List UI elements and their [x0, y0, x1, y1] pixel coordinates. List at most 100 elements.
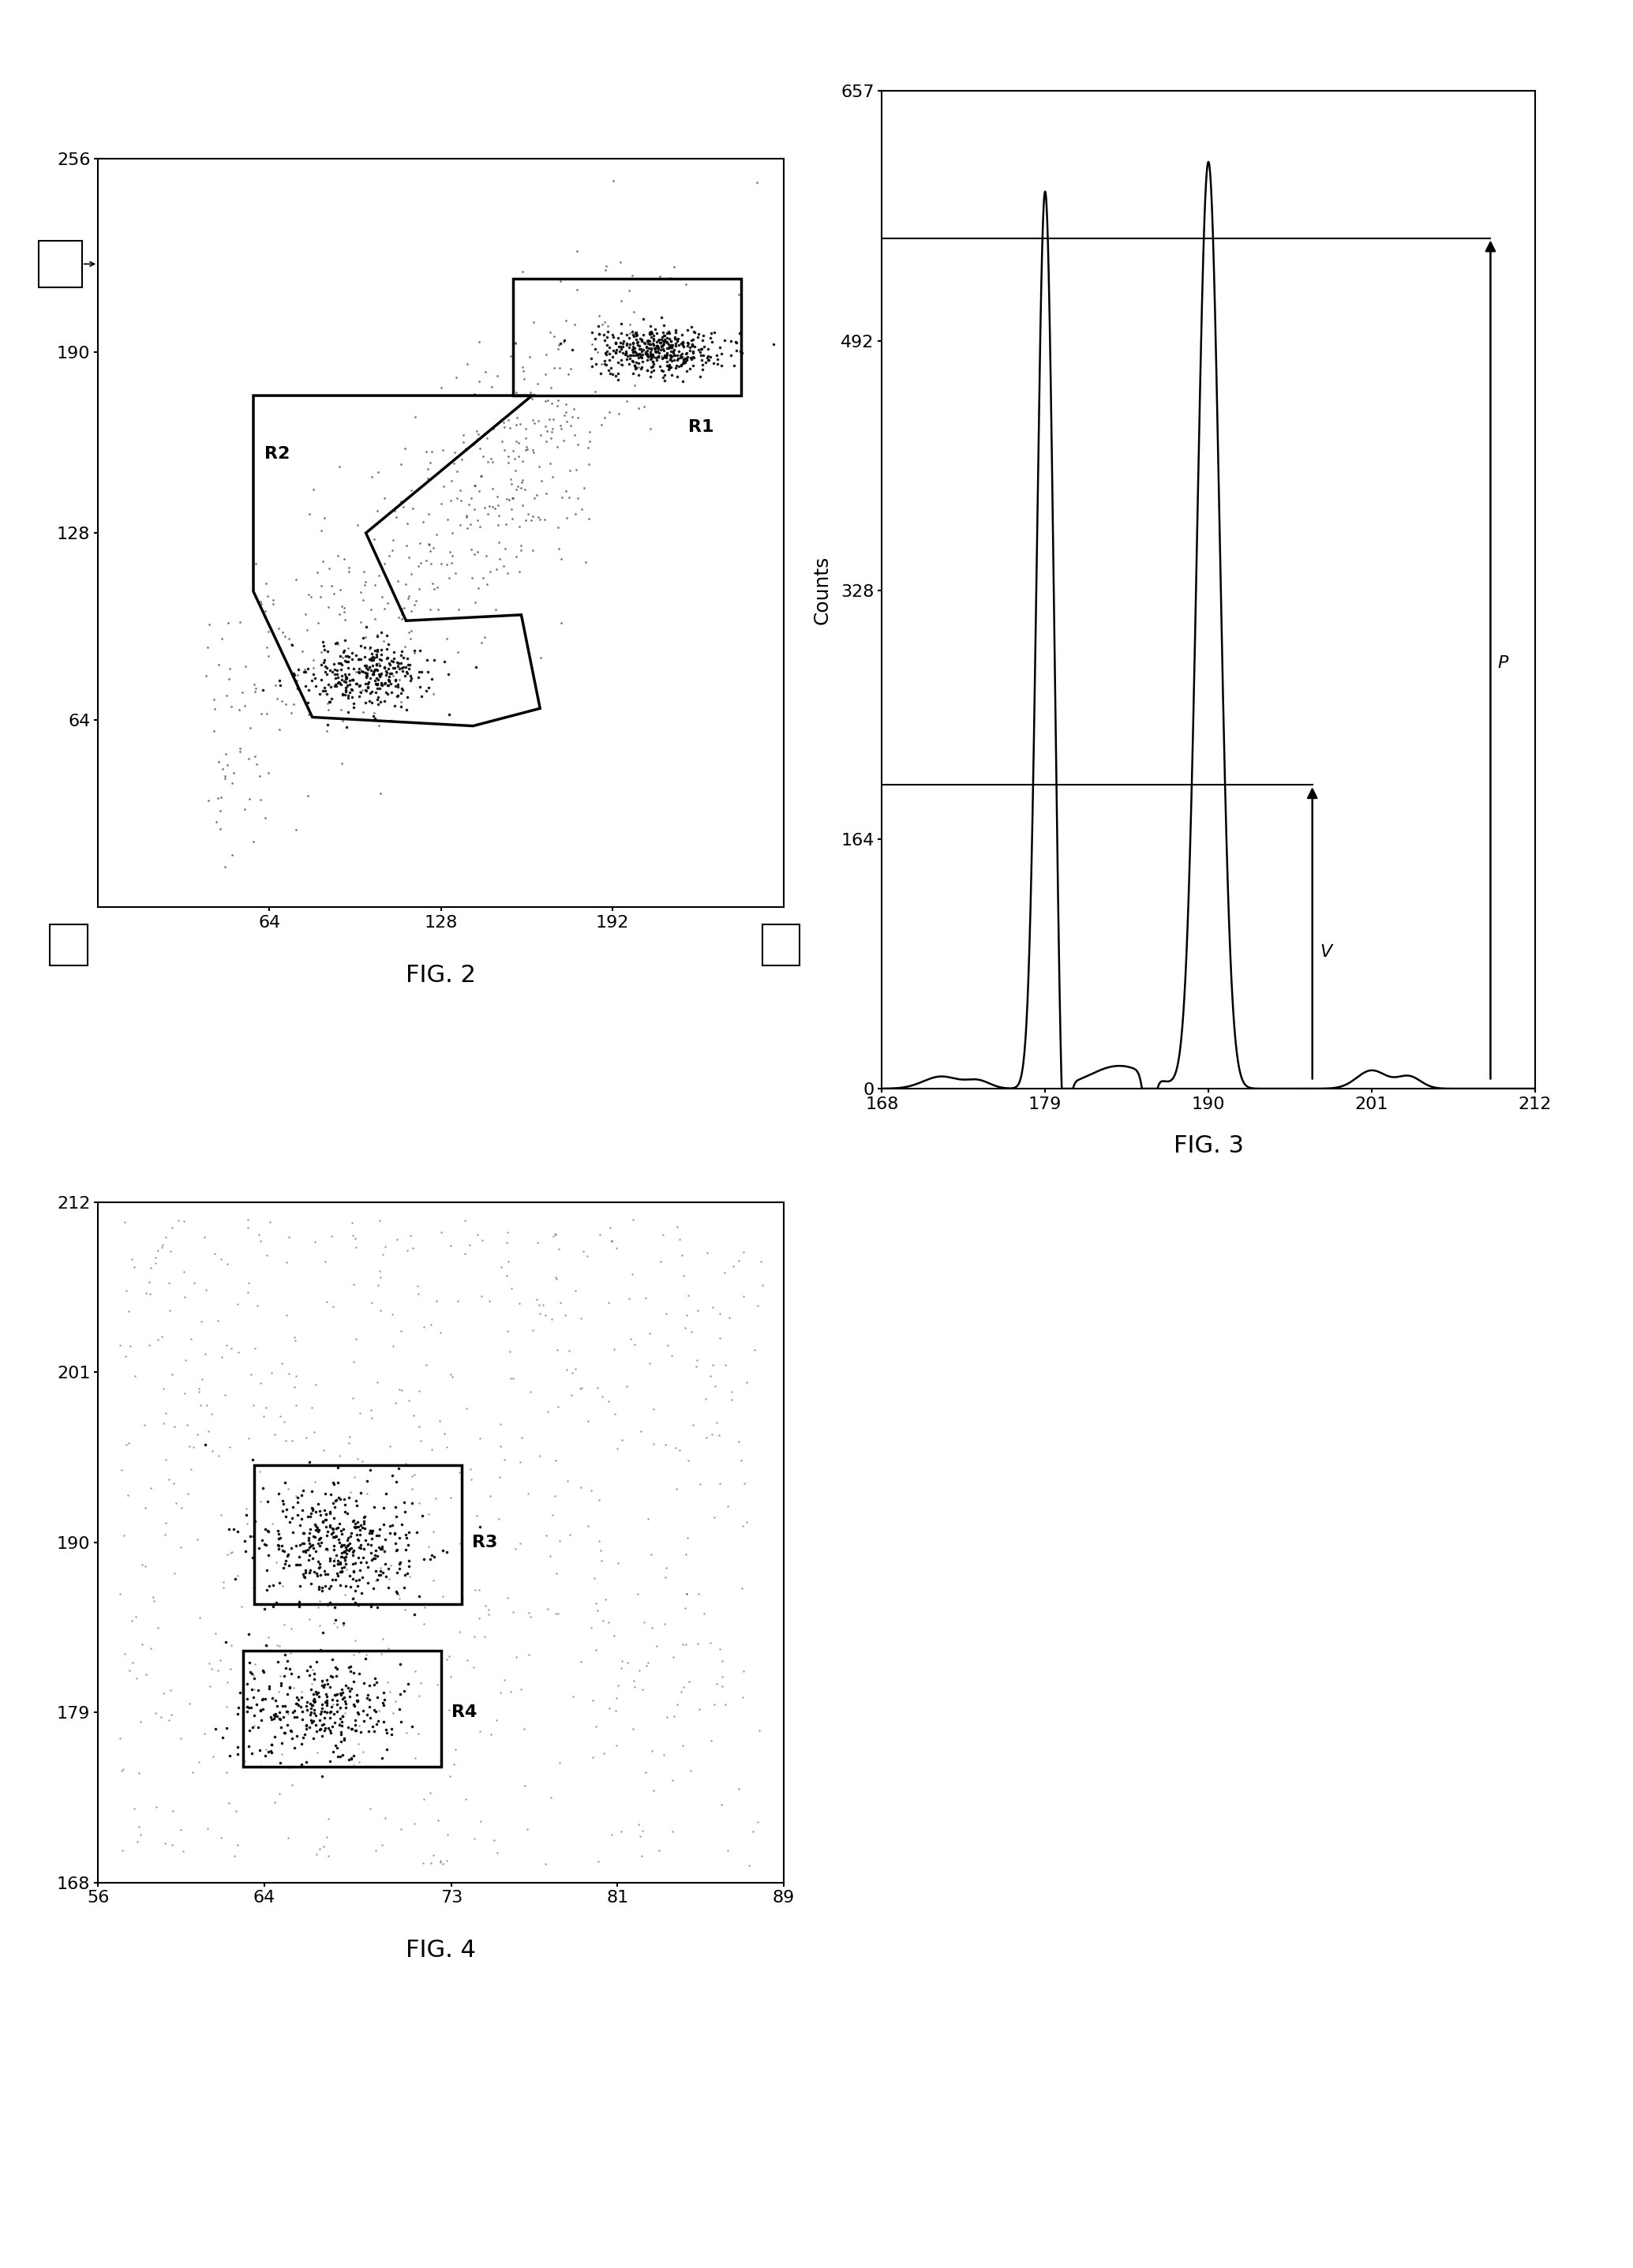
Point — [322, 1728, 348, 1765]
Point — [346, 1560, 372, 1597]
Point — [227, 1674, 253, 1710]
Point — [266, 1776, 292, 1812]
Point — [367, 1259, 394, 1295]
Point — [389, 637, 415, 674]
Point — [207, 1642, 234, 1678]
Point — [335, 680, 361, 717]
Point — [578, 349, 604, 386]
Point — [400, 1397, 426, 1433]
Point — [325, 1522, 351, 1558]
Point — [606, 356, 632, 392]
Point — [194, 1388, 220, 1424]
Point — [307, 1583, 333, 1619]
Point — [516, 1637, 542, 1674]
Point — [349, 619, 376, 655]
Point — [591, 304, 617, 340]
Point — [629, 1837, 655, 1873]
Point — [242, 1699, 268, 1735]
Point — [379, 655, 405, 692]
Point — [371, 665, 397, 701]
Point — [487, 1501, 513, 1538]
Point — [436, 1692, 462, 1728]
Point — [294, 1683, 320, 1719]
Point — [232, 1533, 258, 1569]
Point — [513, 420, 539, 456]
Point — [348, 1545, 374, 1581]
Point — [583, 331, 609, 367]
Point — [394, 1556, 420, 1592]
Point — [216, 606, 242, 642]
Point — [291, 1556, 317, 1592]
Point — [645, 338, 671, 374]
Point — [601, 320, 627, 356]
Point — [567, 1370, 593, 1406]
Point — [152, 1440, 178, 1476]
Point — [467, 474, 493, 510]
Point — [395, 1526, 421, 1563]
Point — [132, 1547, 158, 1583]
Point — [461, 492, 487, 528]
Point — [519, 431, 545, 467]
Point — [268, 667, 294, 703]
Point — [340, 1581, 366, 1617]
Point — [232, 792, 258, 828]
Point — [325, 1545, 351, 1581]
Point — [658, 349, 684, 386]
Point — [650, 1737, 676, 1774]
Point — [558, 1377, 585, 1413]
Point — [269, 1687, 296, 1724]
Point — [327, 572, 353, 608]
Point — [214, 746, 240, 782]
Point — [663, 324, 689, 361]
Point — [278, 1712, 304, 1749]
Point — [309, 646, 335, 683]
Point — [348, 1506, 374, 1542]
Point — [353, 649, 379, 685]
Point — [653, 329, 679, 365]
Point — [429, 1846, 456, 1882]
Point — [245, 1216, 271, 1252]
Point — [336, 674, 363, 710]
Point — [299, 1492, 325, 1529]
Point — [621, 356, 647, 392]
Point — [462, 467, 488, 503]
Point — [474, 420, 500, 456]
Point — [493, 506, 519, 542]
Point — [294, 1653, 320, 1690]
Point — [707, 1295, 733, 1331]
Point — [385, 646, 412, 683]
Point — [363, 1692, 389, 1728]
Point — [371, 1674, 397, 1710]
Point — [140, 1583, 167, 1619]
Point — [467, 324, 493, 361]
Point — [639, 1733, 665, 1769]
Point — [390, 1483, 416, 1520]
Point — [364, 646, 390, 683]
Point — [336, 1558, 363, 1594]
Point — [297, 1701, 323, 1737]
Point — [594, 320, 621, 356]
Point — [588, 1533, 614, 1569]
Point — [351, 1703, 377, 1740]
Point — [475, 488, 501, 524]
Point — [648, 322, 674, 358]
Point — [364, 665, 390, 701]
Point — [340, 1656, 366, 1692]
Point — [372, 1558, 398, 1594]
Point — [361, 655, 387, 692]
Point — [402, 1653, 428, 1690]
Point — [426, 1402, 452, 1438]
Point — [436, 696, 462, 733]
Point — [665, 340, 691, 376]
Point — [299, 1526, 325, 1563]
Point — [371, 683, 397, 719]
Point — [361, 653, 387, 689]
Point — [384, 1463, 410, 1499]
Point — [529, 376, 555, 413]
Point — [503, 374, 529, 411]
Point — [614, 1644, 640, 1681]
Point — [289, 1526, 315, 1563]
Point — [496, 481, 523, 517]
Point — [217, 1737, 243, 1774]
Point — [276, 1547, 302, 1583]
